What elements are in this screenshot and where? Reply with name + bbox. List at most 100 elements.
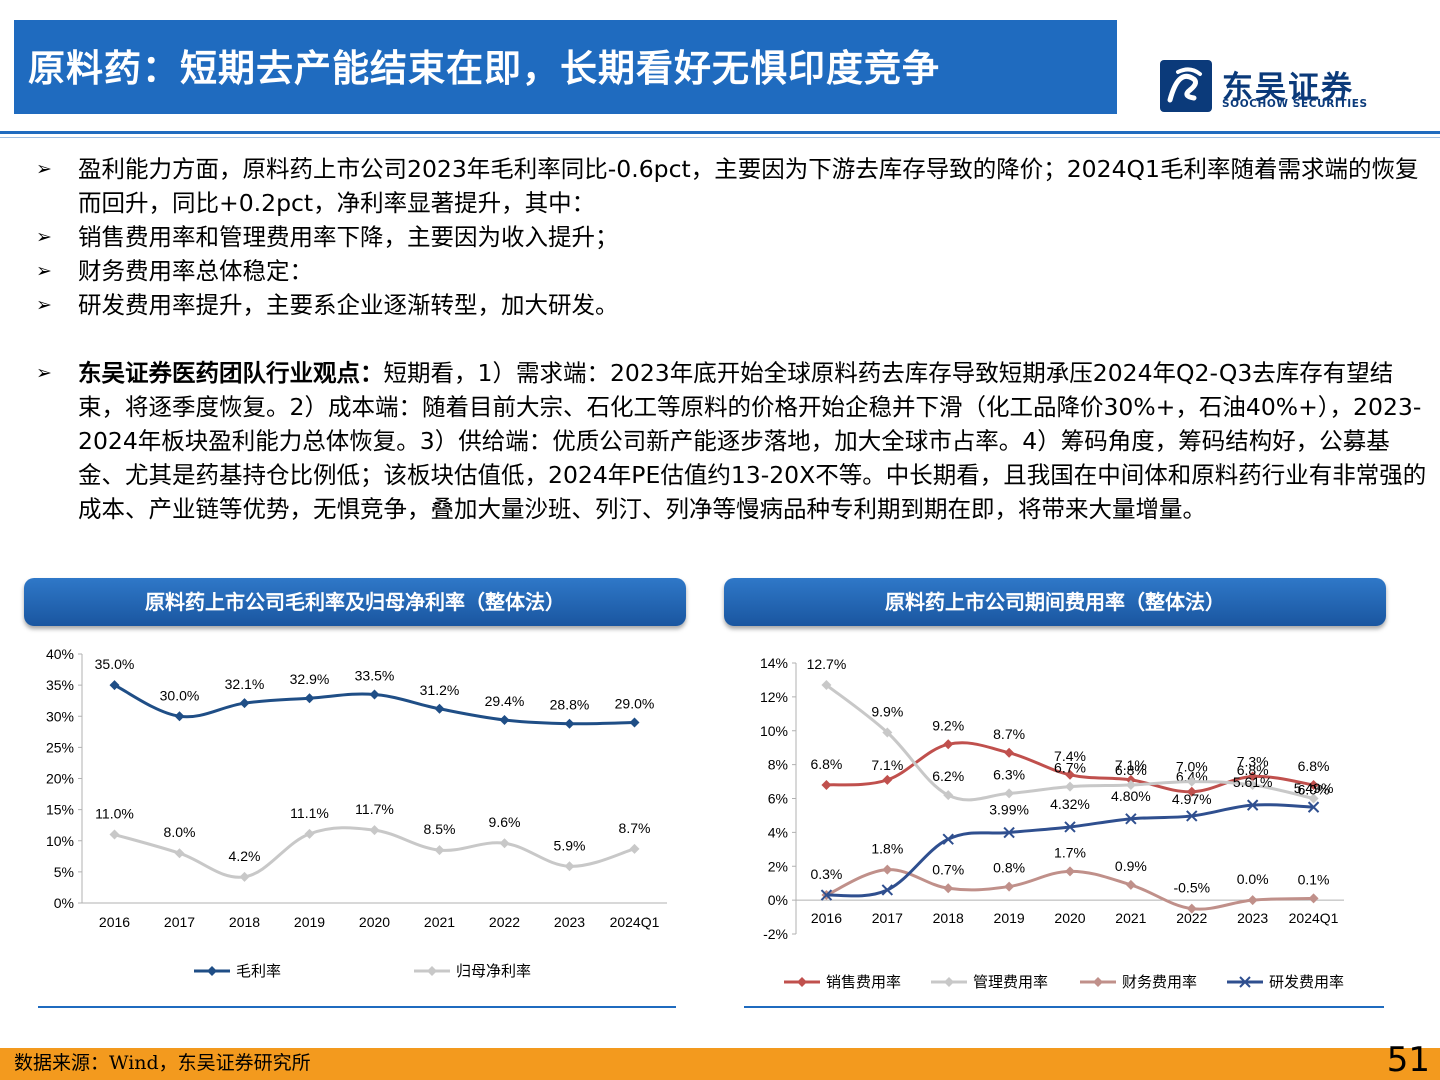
x-tick-label: 2022 [1176,910,1207,926]
y-tick-label: 14% [760,655,788,671]
data-label: 8.0% [164,824,196,840]
data-label: 7.3% [1237,753,1269,769]
legend-label: 研发费用率 [1269,974,1344,991]
data-point [944,977,954,987]
x-tick-label: 2024Q1 [610,914,660,930]
x-tick-label: 2023 [1237,910,1268,926]
y-tick-label: 10% [46,833,74,849]
data-point [1065,781,1075,792]
data-point [1003,826,1015,839]
y-tick-label: 2% [768,858,788,874]
x-tick-label: 2018 [933,910,964,926]
data-label: 11.7% [355,801,394,817]
data-label: 4.32% [1050,796,1090,812]
data-label: 5.61% [1233,774,1273,790]
data-point [1064,821,1076,833]
data-point [943,739,954,750]
data-label: 6.8% [1237,762,1269,778]
data-label: 32.1% [225,676,265,692]
arrow-bullet-icon: ➢ [36,362,52,384]
bullet-item: ➢ 盈利能力方面，原料药上市公司2023年毛利率同比-0.6pct，主要因为下游… [30,152,1430,220]
data-point [1247,895,1258,906]
data-label: 1.7% [1054,844,1086,860]
bullet-text: 盈利能力方面，原料药上市公司2023年毛利率同比-0.6pct，主要因为下游去库… [78,155,1419,217]
data-label: 8.7% [993,726,1025,742]
y-tick-label: 6% [768,791,788,807]
logo-english-name: SOOCHOW SECURITIES [1222,98,1368,110]
data-label: 1.8% [871,841,903,857]
data-point [1246,799,1259,811]
bullet-list: ➢ 盈利能力方面，原料药上市公司2023年毛利率同比-0.6pct，主要因为下游… [30,152,1430,526]
data-point [304,828,315,839]
data-point [797,977,807,987]
x-tick-label: 2024Q1 [1289,910,1339,926]
data-label: 12.7% [807,656,847,672]
data-label: 6.8% [810,756,842,772]
legend-label: 管理费用率 [973,974,1048,991]
data-point [1004,747,1015,758]
data-label: 28.8% [550,697,590,713]
x-tick-label: 2019 [294,914,325,930]
x-tick-label: 2023 [554,914,585,930]
data-point [427,966,437,976]
data-point [239,871,250,882]
x-tick-label: 2019 [994,910,1025,926]
data-label: 0.8% [993,860,1025,876]
y-tick-label: 0% [768,892,788,908]
data-label: 33.5% [355,667,395,683]
data-point [1125,779,1136,790]
margin-line-chart: 0% 5% 10% 15% 20% 25% 30% 35% 40% 2016 2017 2018 201… [46,646,667,980]
data-point [1308,793,1319,804]
bullet-text: 研发费用率提升，主要系企业逐渐转型，加大研发。 [78,291,619,319]
data-point [1247,779,1258,790]
data-point [881,884,894,896]
data-point [1093,977,1103,987]
data-point [1308,779,1319,790]
data-point [943,883,954,894]
data-label: -0.5% [1173,880,1210,896]
bullet-item: ➢ 东吴证券医药团队行业观点：短期看，1）需求端：2023年底开始全球原料药去库… [30,356,1430,526]
data-point [821,779,832,790]
data-label: 6.7% [1054,760,1086,776]
data-label: 7.1% [1115,757,1147,773]
data-point [207,966,217,976]
team-view-label: 东吴证券医药团队行业观点： [78,359,384,387]
data-point [369,689,380,700]
y-tick-label: 15% [46,802,74,818]
y-tick-label: 12% [760,689,788,705]
arrow-bullet-icon: ➢ [36,226,52,248]
arrow-bullet-icon: ➢ [36,158,52,180]
data-label: 0.1% [1298,871,1330,887]
data-label: 0.3% [810,866,842,882]
data-point [369,825,380,836]
x-tick-label: 2016 [99,914,130,930]
data-point [1065,866,1075,877]
right-chart-title: 原料药上市公司期间费用率（整体法） [724,578,1386,626]
data-point [1247,771,1258,782]
data-label: 0.9% [1115,858,1147,874]
data-point [174,848,185,859]
data-label: 7.1% [871,757,903,773]
data-point [882,727,893,738]
data-point [1004,788,1015,799]
legend-label: 毛利率 [236,963,281,980]
data-point [1307,801,1320,813]
data-label: 8.7% [619,820,651,836]
data-point [629,843,640,854]
data-label: 4.97% [1172,791,1212,807]
data-point [1186,786,1197,797]
logo-chinese-name: 东吴证券 [1222,70,1354,106]
data-label: 11.0% [95,806,134,822]
data-point [434,845,445,856]
x-tick-label: 2017 [164,914,195,930]
data-point [943,790,954,801]
data-label: 0.7% [932,861,964,877]
data-point [109,829,120,840]
title-bar: 原料药：短期去产能结束在即，长期看好无惧印度竞争 [14,20,1117,114]
left-chart-title: 原料药上市公司毛利率及归母净利率（整体法） [24,578,686,626]
x-tick-label: 2020 [359,914,390,930]
data-label: 6.0% [1298,782,1330,798]
x-tick-label: 2021 [1115,910,1146,926]
data-source: 数据来源：Wind，东吴证券研究所 [14,1052,311,1074]
data-label: 9.2% [932,717,964,733]
